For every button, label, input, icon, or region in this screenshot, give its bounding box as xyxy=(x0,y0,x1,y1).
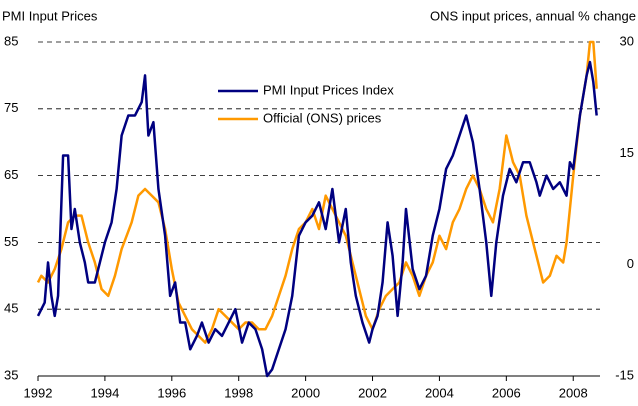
y-axis-label: PMI Input Prices xyxy=(2,8,98,23)
y2-axis-label: ONS input prices, annual % change xyxy=(430,8,636,23)
y-tick-label: 45 xyxy=(4,301,18,316)
legend-label: Official (ONS) prices xyxy=(263,110,382,125)
data-line xyxy=(36,60,598,378)
y2-tick-label: 15 xyxy=(620,145,634,160)
y2-tick-label: -15 xyxy=(615,367,634,382)
x-tick-label: 1992 xyxy=(24,385,53,400)
x-tick-label: 2002 xyxy=(358,385,387,400)
x-tick-label: 2008 xyxy=(559,385,588,400)
y-tick-label: 55 xyxy=(4,234,18,249)
x-tick-label: 1998 xyxy=(224,385,253,400)
y-tick-label: 85 xyxy=(4,33,18,48)
y-tick-label: 65 xyxy=(4,167,18,182)
x-tick-label: 1996 xyxy=(157,385,186,400)
x-tick-label: 2000 xyxy=(291,385,320,400)
y2-tick-label: 0 xyxy=(627,256,634,271)
legend-label: PMI Input Prices Index xyxy=(263,82,394,97)
y-tick-label: 35 xyxy=(4,367,18,382)
y-tick-label: 75 xyxy=(4,100,18,115)
y2-tick-label: 30 xyxy=(620,33,634,48)
x-tick-label: 1994 xyxy=(90,385,119,400)
x-tick-label: 2006 xyxy=(492,385,521,400)
x-tick-label: 2004 xyxy=(425,385,454,400)
data-line xyxy=(36,40,598,344)
